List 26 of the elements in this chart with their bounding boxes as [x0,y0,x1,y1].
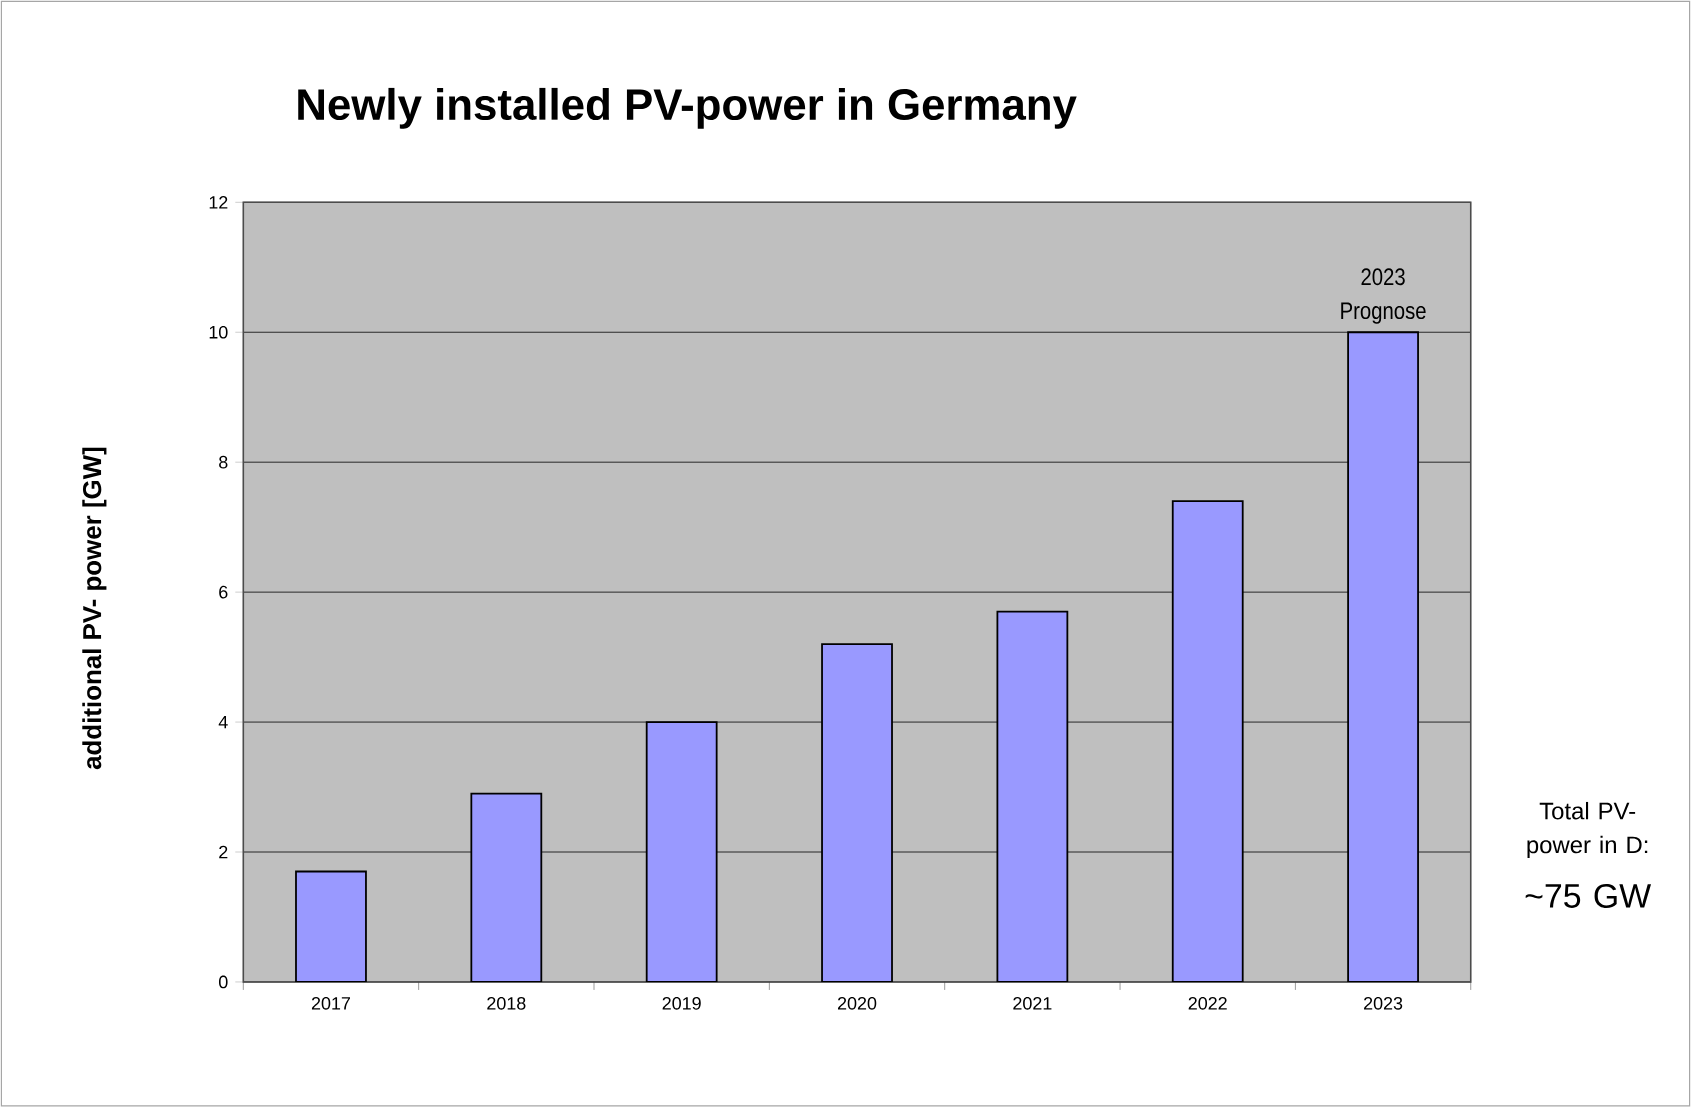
bar [470,792,543,982]
x-tick-label: 2018 [487,996,526,1010]
x-tick-label: 2017 [311,996,350,1010]
x-tick-label: 2023 [1364,996,1403,1010]
bar [1347,331,1419,982]
x-tick-label: 2019 [662,996,701,1010]
text: Total PV-power in D: [1527,801,1648,858]
y-tick-label: 0 [218,975,228,989]
text: ~75 GW [1525,883,1652,908]
bar [996,610,1069,982]
y-tick-label: 10 [209,325,228,339]
y-tick-label: 8 [219,455,228,469]
bar [1171,500,1244,982]
y-axis-title: additional PV- power [GW] [82,447,107,770]
bar [821,643,893,982]
chart-title: Newly installed PV-power in Germany [298,87,1077,129]
y-tick-label: 6 [219,585,228,599]
bar [645,721,718,982]
x-tick-label: 2020 [837,996,877,1010]
bar [295,870,367,982]
x-tick-label: 2022 [1188,996,1227,1010]
x-tick-label: 2021 [1013,996,1052,1010]
y-tick-label: 2 [219,845,228,859]
y-tick-label: 4 [218,715,228,729]
y-tick-label: 12 [209,195,228,209]
annotation: 2023 Prognose [1341,268,1426,324]
